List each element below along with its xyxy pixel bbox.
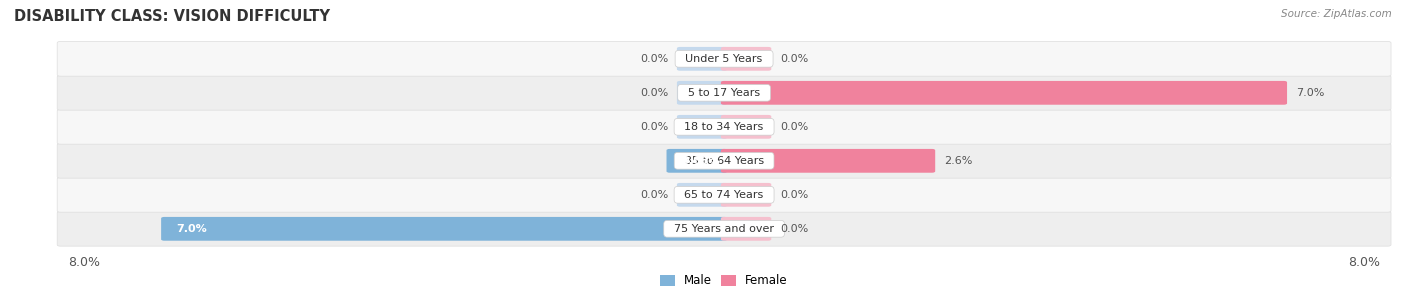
Text: 2.6%: 2.6% bbox=[943, 156, 973, 166]
Text: DISABILITY CLASS: VISION DIFFICULTY: DISABILITY CLASS: VISION DIFFICULTY bbox=[14, 9, 330, 24]
FancyBboxPatch shape bbox=[721, 81, 1286, 105]
FancyBboxPatch shape bbox=[58, 42, 1391, 76]
FancyBboxPatch shape bbox=[666, 149, 727, 173]
Text: 0.0%: 0.0% bbox=[640, 122, 668, 132]
FancyBboxPatch shape bbox=[58, 76, 1391, 110]
Text: 0.0%: 0.0% bbox=[780, 122, 808, 132]
Text: 0.0%: 0.0% bbox=[640, 190, 668, 200]
Text: 65 to 74 Years: 65 to 74 Years bbox=[678, 190, 770, 200]
FancyBboxPatch shape bbox=[58, 211, 1391, 246]
FancyBboxPatch shape bbox=[721, 47, 772, 71]
Text: 7.0%: 7.0% bbox=[1296, 88, 1324, 98]
FancyBboxPatch shape bbox=[721, 149, 935, 173]
FancyBboxPatch shape bbox=[58, 144, 1391, 178]
Legend: Male, Female: Male, Female bbox=[655, 270, 793, 292]
Text: Under 5 Years: Under 5 Years bbox=[679, 54, 769, 64]
Text: 7.0%: 7.0% bbox=[176, 224, 207, 234]
FancyBboxPatch shape bbox=[721, 115, 772, 139]
Text: 18 to 34 Years: 18 to 34 Years bbox=[678, 122, 770, 132]
Text: 5 to 17 Years: 5 to 17 Years bbox=[681, 88, 768, 98]
Text: 0.0%: 0.0% bbox=[640, 54, 668, 64]
FancyBboxPatch shape bbox=[676, 183, 727, 207]
Text: 0.0%: 0.0% bbox=[780, 224, 808, 234]
FancyBboxPatch shape bbox=[676, 115, 727, 139]
Text: 0.0%: 0.0% bbox=[780, 190, 808, 200]
FancyBboxPatch shape bbox=[58, 110, 1391, 144]
Text: 75 Years and over: 75 Years and over bbox=[666, 224, 782, 234]
FancyBboxPatch shape bbox=[721, 217, 772, 241]
Text: 0.68%: 0.68% bbox=[682, 156, 720, 166]
Text: Source: ZipAtlas.com: Source: ZipAtlas.com bbox=[1281, 9, 1392, 19]
FancyBboxPatch shape bbox=[676, 47, 727, 71]
FancyBboxPatch shape bbox=[721, 183, 772, 207]
FancyBboxPatch shape bbox=[676, 81, 727, 105]
Text: 35 to 64 Years: 35 to 64 Years bbox=[678, 156, 770, 166]
FancyBboxPatch shape bbox=[58, 177, 1391, 212]
FancyBboxPatch shape bbox=[162, 217, 727, 241]
Text: 0.0%: 0.0% bbox=[640, 88, 668, 98]
Text: 0.0%: 0.0% bbox=[780, 54, 808, 64]
